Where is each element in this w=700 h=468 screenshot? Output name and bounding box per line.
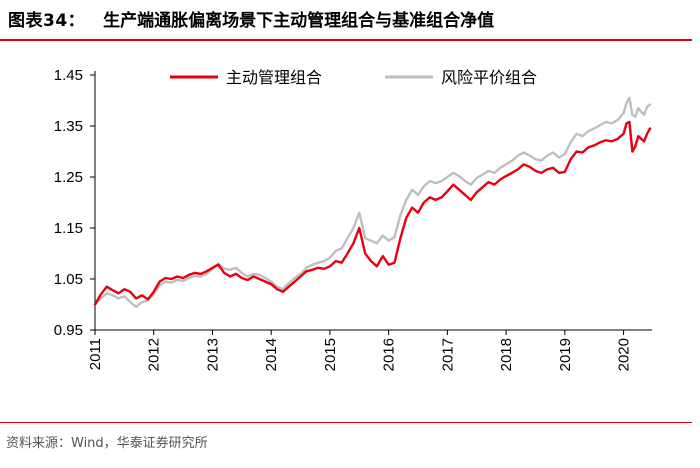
x-tick-label: 2013: [204, 338, 221, 371]
line-chart: 0.951.051.151.251.351.45 2011 2012 2013 201…: [54, 67, 652, 371]
y-tick-label: 1.15: [54, 220, 83, 237]
y-tick-label: 1.45: [54, 67, 83, 84]
source-note: 资料来源：Wind，华泰证券研究所: [6, 436, 208, 451]
y-tick-label: 1.25: [54, 169, 83, 186]
y-tick-labels: 0.95 1.05 1.15 1.25 1.35 1.45: [54, 67, 83, 339]
x-tick-label: 2014: [263, 338, 280, 371]
y-tick-label: 0.95: [54, 322, 83, 339]
x-tick-label: 2020: [616, 338, 633, 371]
x-tick-label: 2016: [381, 338, 398, 371]
chart-axes: [90, 71, 652, 335]
series-lines: [93, 96, 652, 309]
legend-label-risk-parity: 风险平价组合: [441, 68, 537, 87]
x-tick-label: 2012: [146, 338, 163, 371]
footer-divider: [0, 422, 692, 423]
chart-legend: 主动管理组合 风险平价组合: [170, 68, 537, 87]
title-divider: [0, 39, 692, 41]
x-tick-label: 2019: [557, 338, 574, 371]
legend-label-active: 主动管理组合: [226, 68, 322, 87]
y-tick-label: 1.05: [54, 271, 83, 288]
figure-header: 图表34： 生产端通胀偏离场景下主动管理组合与基准组合净值: [8, 6, 692, 34]
x-tick-labels: 2011 2012 2013 2014 2015 2016 2017 2018 2019 2020: [87, 338, 633, 371]
figure-label: 图表34：: [8, 11, 86, 31]
active-portfolio-line: [93, 120, 652, 306]
risk-parity-line: [93, 96, 652, 309]
figure-title: 生产端通胀偏离场景下主动管理组合与基准组合净值: [103, 11, 495, 31]
x-tick-label: 2017: [439, 338, 456, 371]
x-tick-label: 2015: [322, 338, 339, 371]
y-tick-label: 1.35: [54, 118, 83, 135]
x-tick-label: 2018: [498, 338, 515, 371]
x-tick-label: 2011: [87, 338, 104, 370]
